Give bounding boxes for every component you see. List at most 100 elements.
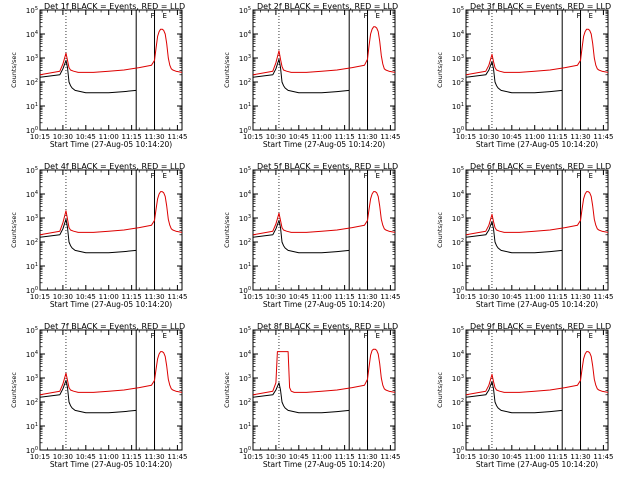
panel-title: Det 9f BLACK = Events, RED = LLD [470, 322, 611, 331]
x-tick-label: 11:45 [593, 453, 613, 461]
y-tick-label: 100 [239, 126, 251, 135]
series-events-line [466, 381, 563, 414]
x-tick-label: 10:30 [479, 133, 499, 141]
x-tick-label: 10:15 [30, 293, 50, 301]
x-tick-label: 10:45 [76, 133, 96, 141]
x-axis-label: Start Time (27-Aug-05 10:14:20) [476, 300, 598, 309]
panel-title: Det 8f BLACK = Events, RED = LLD [257, 322, 398, 331]
x-tick-label: 10:45 [502, 133, 522, 141]
y-tick-label: 104 [239, 30, 251, 39]
x-tick-label: 11:00 [99, 133, 119, 141]
panel-det-9: Det 9f BLACK = Events, RED = LLD 100 101 10… [436, 322, 614, 469]
marker-e: E [589, 12, 593, 20]
y-tick-label: 102 [26, 398, 38, 407]
y-tick-label: 105 [239, 166, 251, 175]
x-tick-label: 11:00 [99, 293, 119, 301]
y-tick-label: 104 [452, 190, 464, 199]
y-tick-label: 100 [26, 126, 38, 135]
x-tick-label: 11:30 [357, 453, 377, 461]
marker-f: F [151, 12, 155, 20]
y-tick-label: 105 [239, 326, 251, 335]
marker-f: F [577, 332, 581, 340]
y-tick-label: 102 [452, 238, 464, 247]
x-tick-label: 10:30 [53, 133, 73, 141]
x-tick-label: 10:30 [479, 453, 499, 461]
y-tick-label: 103 [26, 54, 38, 63]
y-tick-label: 102 [26, 78, 38, 87]
x-tick-label: 10:30 [479, 293, 499, 301]
series-events-line [40, 218, 137, 254]
x-tick-label: 11:45 [167, 453, 187, 461]
x-axis-label: Start Time (27-Aug-05 10:14:20) [476, 460, 598, 469]
x-tick-label: 11:00 [312, 293, 332, 301]
x-tick-label: 11:15 [122, 293, 142, 301]
plot-frame [465, 169, 609, 291]
x-tick-label: 11:15 [548, 453, 568, 461]
panel-det-6: Det 6f BLACK = Events, RED = LLD 100 101 10… [436, 162, 614, 309]
x-tick-label: 11:30 [357, 293, 377, 301]
x-tick-label: 11:45 [380, 133, 400, 141]
x-tick-label: 10:15 [456, 293, 476, 301]
x-tick-label: 11:45 [380, 453, 400, 461]
x-tick-label: 11:15 [335, 453, 355, 461]
x-tick-label: 11:00 [525, 133, 545, 141]
y-tick-label: 100 [239, 286, 251, 295]
y-tick-label: 101 [26, 262, 38, 271]
y-tick-label: 101 [26, 422, 38, 431]
series-lld-line [253, 26, 395, 76]
plot-frame [39, 9, 183, 131]
x-tick-label: 11:30 [357, 133, 377, 141]
x-tick-label: 10:30 [266, 453, 286, 461]
y-tick-label: 100 [452, 286, 464, 295]
panel-det-7: Det 7f BLACK = Events, RED = LLD 100 101 10… [10, 322, 188, 469]
series-lld-line [466, 28, 608, 76]
x-tick-label: 10:15 [456, 453, 476, 461]
x-tick-label: 11:00 [312, 453, 332, 461]
x-axis-label: Start Time (27-Aug-05 10:14:20) [50, 300, 172, 309]
y-axis-label: Counts/sec [436, 372, 444, 408]
series-lld-line [253, 191, 395, 236]
marker-f: F [151, 172, 155, 180]
x-tick-label: 10:45 [76, 453, 96, 461]
panel-det-5: Det 5f BLACK = Events, RED = LLD 100 101 10… [223, 162, 401, 309]
y-axis-label: Counts/sec [223, 212, 231, 248]
panel-det-8: Det 8f BLACK = Events, RED = LLD 100 101 10… [223, 322, 401, 469]
y-tick-label: 105 [26, 6, 38, 15]
x-tick-label: 10:30 [266, 133, 286, 141]
y-tick-label: 100 [452, 446, 464, 455]
series-events-line [40, 379, 137, 414]
x-tick-label: 10:15 [30, 453, 50, 461]
series-events-line [40, 59, 137, 94]
x-tick-label: 10:15 [243, 293, 263, 301]
y-tick-label: 104 [452, 30, 464, 39]
panel-det-4: Det 4f BLACK = Events, RED = LLD 100 101 10… [10, 162, 188, 309]
plot-frame [252, 329, 396, 451]
y-tick-label: 104 [26, 350, 38, 359]
y-tick-label: 104 [26, 30, 38, 39]
x-axis-label: Start Time (27-Aug-05 10:14:20) [263, 140, 385, 149]
y-axis-label: Counts/sec [436, 52, 444, 88]
x-tick-label: 11:30 [144, 293, 164, 301]
x-tick-label: 11:45 [593, 293, 613, 301]
plot-frame [465, 9, 609, 131]
y-tick-label: 103 [239, 374, 251, 383]
x-tick-label: 11:00 [312, 133, 332, 141]
y-tick-label: 103 [239, 54, 251, 63]
x-tick-label: 10:15 [456, 133, 476, 141]
series-lld-line [253, 348, 395, 396]
y-tick-label: 102 [239, 398, 251, 407]
y-tick-label: 101 [239, 102, 251, 111]
x-tick-label: 11:45 [167, 293, 187, 301]
y-tick-label: 105 [452, 166, 464, 175]
y-tick-label: 103 [26, 214, 38, 223]
x-axis-label: Start Time (27-Aug-05 10:14:20) [476, 140, 598, 149]
marker-e: E [589, 172, 593, 180]
marker-f: F [151, 332, 155, 340]
marker-f: F [577, 172, 581, 180]
x-tick-label: 11:15 [548, 133, 568, 141]
x-tick-label: 11:15 [335, 133, 355, 141]
series-events-line [466, 221, 563, 254]
x-tick-label: 10:30 [53, 453, 73, 461]
series-events-line [466, 61, 563, 94]
